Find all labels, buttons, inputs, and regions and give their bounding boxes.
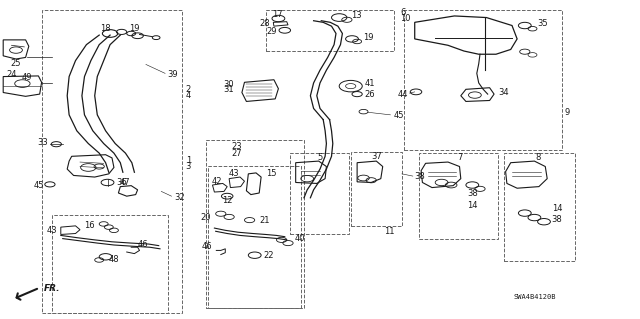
Text: 5: 5 [317,153,323,162]
Text: 29: 29 [266,27,276,36]
Text: 25: 25 [11,59,21,68]
Text: 45: 45 [33,181,44,190]
Text: 9: 9 [564,108,570,117]
Text: 43: 43 [228,169,239,178]
Text: 2: 2 [186,85,191,94]
Bar [351,152,402,226]
Text: 40: 40 [294,234,305,243]
Bar [206,140,304,308]
Text: 13: 13 [351,11,362,20]
Text: 32: 32 [174,193,185,202]
Text: 10: 10 [400,14,410,23]
Text: 37: 37 [371,152,381,161]
Text: 31: 31 [223,85,234,94]
Text: FR.: FR. [44,284,60,293]
Bar [52,215,168,313]
Text: 41: 41 [365,79,375,88]
Text: 17: 17 [272,10,283,19]
Text: 44: 44 [398,90,408,99]
Text: 49: 49 [22,73,32,82]
Text: 23: 23 [232,142,242,151]
Text: 22: 22 [264,251,274,260]
Text: 27: 27 [232,149,242,158]
Text: 16: 16 [84,221,95,230]
Text: 11: 11 [384,227,394,236]
Bar [290,153,349,234]
Text: 12: 12 [222,197,232,205]
Text: 33: 33 [37,138,48,147]
Text: 47: 47 [120,178,130,187]
Text: 14: 14 [467,201,477,210]
Text: 15: 15 [266,169,276,178]
Bar [42,10,182,313]
Text: 26: 26 [365,90,376,99]
Bar [504,153,575,261]
Text: 18: 18 [100,24,111,33]
Text: 45: 45 [394,111,404,120]
Text: 14: 14 [552,204,562,213]
Text: 21: 21 [259,216,269,225]
Text: 28: 28 [259,19,270,28]
Bar [266,10,394,51]
Text: 6: 6 [400,8,405,17]
Text: 34: 34 [498,88,509,97]
Text: 36: 36 [116,178,127,187]
Text: 20: 20 [201,213,211,222]
Text: 38: 38 [467,189,478,198]
Bar [419,153,498,239]
Text: 35: 35 [538,19,548,28]
Text: 43: 43 [47,226,58,235]
Text: 30: 30 [223,80,234,89]
Text: 3: 3 [186,162,191,171]
Bar [404,10,562,150]
Text: 7: 7 [457,153,462,162]
Text: 39: 39 [168,70,179,79]
Text: 4: 4 [186,91,191,100]
Bar [208,166,301,308]
Text: 19: 19 [129,24,140,33]
Text: 19: 19 [364,33,374,42]
Text: 38: 38 [552,215,563,224]
Text: 48: 48 [109,255,120,263]
Text: 38: 38 [415,172,426,181]
Text: 46: 46 [138,240,148,249]
Text: 24: 24 [6,70,17,78]
Text: SWA4B4120B: SWA4B4120B [513,294,556,300]
Text: 46: 46 [202,242,212,251]
Text: 1: 1 [186,156,191,165]
Text: 42: 42 [211,177,221,186]
Text: 8: 8 [535,153,540,162]
